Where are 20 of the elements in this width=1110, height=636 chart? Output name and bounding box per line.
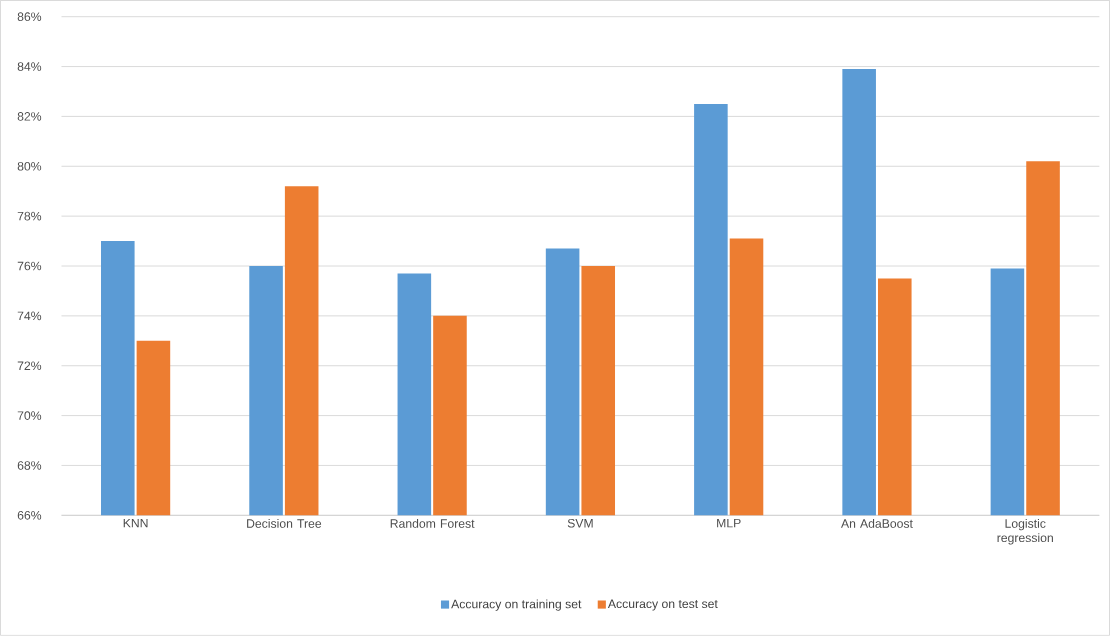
x-tick-label: Decision Tree: [247, 519, 322, 528]
legend-label: Accuracy on training set: [451, 599, 582, 611]
y-tick-label: 78%: [17, 211, 42, 221]
y-tick-label: 80%: [17, 162, 42, 171]
y-tick-label: 76%: [17, 261, 42, 271]
x-tick-label: MLP: [717, 519, 741, 528]
legend-label: Accuracy on test set: [607, 599, 718, 611]
x-tick-label: Logistic regression: [997, 519, 1053, 545]
x-tick-label: SVM: [567, 519, 593, 528]
y-tick-label: 86%: [17, 12, 42, 22]
y-tick-label: 68%: [17, 461, 42, 470]
y-tick-label: 72%: [17, 361, 42, 371]
x-tick-label: Random Forest: [390, 519, 475, 528]
y-tick-label: 82%: [17, 112, 42, 121]
y-tick-label: 70%: [17, 411, 42, 420]
y-tick-label: 84%: [17, 62, 42, 71]
y-tick-label: 74%: [17, 311, 42, 321]
x-tick-label: KNN: [123, 519, 148, 528]
y-tick-label: 66%: [17, 511, 42, 520]
x-tick-label: An AdaBoost: [841, 519, 913, 528]
